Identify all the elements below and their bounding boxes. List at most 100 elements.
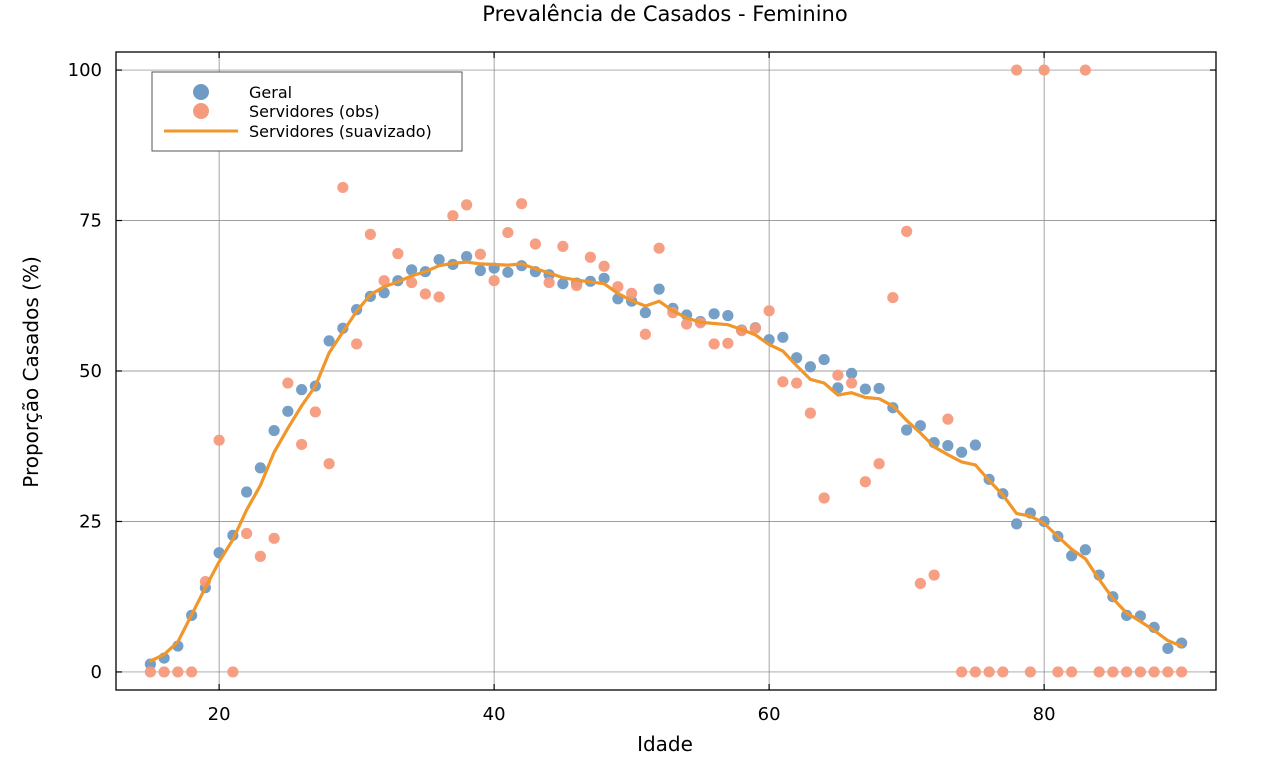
geral-point xyxy=(268,424,280,437)
servidores-obs-point xyxy=(351,338,363,350)
servidores-obs-point xyxy=(708,338,720,350)
geral-point xyxy=(433,254,445,266)
servidores-obs-point xyxy=(997,666,1009,678)
servidores-obs-point xyxy=(983,666,995,678)
servidores-obs-point xyxy=(1148,666,1160,678)
servidores-obs-point xyxy=(928,569,940,581)
x-tick-label: 20 xyxy=(208,704,231,725)
servidores-obs-point xyxy=(859,476,871,488)
chart-title: Prevalência de Casados - Feminino xyxy=(482,2,847,26)
geral-point xyxy=(461,251,473,263)
x-tick-label: 80 xyxy=(1033,704,1056,725)
servidores-obs-point xyxy=(1066,666,1078,678)
servidores-obs-point xyxy=(529,238,541,250)
servidores-obs-point xyxy=(158,666,170,678)
geral-point xyxy=(777,331,789,343)
series-servidores-obs xyxy=(144,64,1188,678)
plot-frame xyxy=(115,51,1217,691)
y-tick-label: 25 xyxy=(79,511,102,532)
geral-point xyxy=(241,486,253,498)
legend-marker-geral xyxy=(193,84,209,100)
legend-label-servidores-obs: Servidores (obs) xyxy=(249,102,380,121)
y-tick-label: 0 xyxy=(91,662,102,683)
servidores-obs-point xyxy=(1011,64,1023,76)
servidores-obs-point xyxy=(749,322,761,334)
servidores-obs-point xyxy=(1134,666,1146,678)
geral-point xyxy=(406,264,418,276)
geral-point xyxy=(502,266,514,278)
servidores-obs-point xyxy=(626,287,638,299)
servidores-obs-point xyxy=(241,527,253,540)
servidores-obs-point xyxy=(502,226,514,239)
servidores-obs-point xyxy=(873,458,885,470)
grid-lines xyxy=(116,52,1216,690)
servidores-obs-point xyxy=(323,458,335,470)
servidores-obs-point xyxy=(433,291,445,303)
servidores-obs-point xyxy=(914,577,926,590)
legend: Geral Servidores (obs) Servidores (suavi… xyxy=(151,71,463,152)
geral-point xyxy=(969,439,981,451)
geral-point xyxy=(557,278,569,290)
servidores-obs-point xyxy=(887,291,899,304)
servidores-obs-point xyxy=(1079,64,1091,76)
servidores-obs-point xyxy=(337,181,349,194)
servidores-obs-point xyxy=(447,210,459,222)
servidores-obs-point xyxy=(1038,64,1050,76)
servidores-obs-point xyxy=(406,276,418,289)
servidores-obs-point xyxy=(309,406,321,418)
servidores-obs-point xyxy=(378,275,390,287)
servidores-obs-point xyxy=(639,328,651,340)
legend-marker-servidores-obs xyxy=(193,103,209,119)
servidores-obs-point xyxy=(956,666,968,678)
geral-point xyxy=(296,384,308,396)
servidores-obs-point xyxy=(777,376,789,388)
servidores-obs-point xyxy=(653,242,665,254)
geral-point xyxy=(901,424,913,436)
geral-point xyxy=(1011,518,1023,530)
servidores-obs-point xyxy=(516,198,528,210)
series-geral xyxy=(144,251,1188,670)
servidores-obs-point xyxy=(364,228,376,240)
axis-ticks: 20 40 60 80 0 25 50 75 100 xyxy=(68,52,1216,725)
servidores-obs-point xyxy=(722,337,734,349)
servidores-obs-point xyxy=(213,434,225,446)
servidores-obs-point xyxy=(227,666,239,678)
servidores-obs-point xyxy=(1093,666,1105,678)
geral-point xyxy=(254,462,266,474)
geral-point xyxy=(1162,642,1174,655)
servidores-obs-point xyxy=(1121,666,1133,678)
servidores-obs-point xyxy=(1107,666,1119,678)
servidores-obs-point xyxy=(791,377,803,389)
legend-label-geral: Geral xyxy=(249,83,292,102)
servidores-obs-point xyxy=(818,492,830,504)
servidores-obs-point xyxy=(598,260,610,272)
geral-point xyxy=(598,272,610,284)
y-tick-label: 50 xyxy=(79,361,102,382)
geral-point xyxy=(873,382,885,395)
servidores-obs-point xyxy=(186,666,198,678)
geral-point xyxy=(323,335,335,347)
servidores-obs-point xyxy=(474,248,486,260)
y-axis-label: Proporção Casados (%) xyxy=(19,256,43,488)
geral-point xyxy=(956,446,968,458)
geral-point xyxy=(818,353,830,366)
servidores-obs-point xyxy=(254,550,266,562)
servidores-obs-point xyxy=(832,369,844,381)
servidores-obs-point xyxy=(172,666,184,678)
geral-point xyxy=(1079,544,1091,556)
servidores-obs-point xyxy=(969,666,981,678)
geral-point xyxy=(708,308,720,320)
servidores-obs-point xyxy=(268,532,280,544)
servidores-obs-point xyxy=(584,251,596,263)
geral-point xyxy=(804,361,816,373)
x-axis-label: Idade xyxy=(637,732,693,756)
servidores-obs-point xyxy=(942,413,954,425)
geral-point xyxy=(639,307,651,319)
series-servidores-suavizado xyxy=(148,260,1184,663)
servidores-obs-point xyxy=(461,199,473,211)
x-tick-label: 60 xyxy=(758,704,781,725)
geral-point xyxy=(722,310,734,322)
servidores-obs-point xyxy=(488,275,500,287)
geral-point xyxy=(474,264,486,277)
servidores-obs-point xyxy=(557,240,569,253)
